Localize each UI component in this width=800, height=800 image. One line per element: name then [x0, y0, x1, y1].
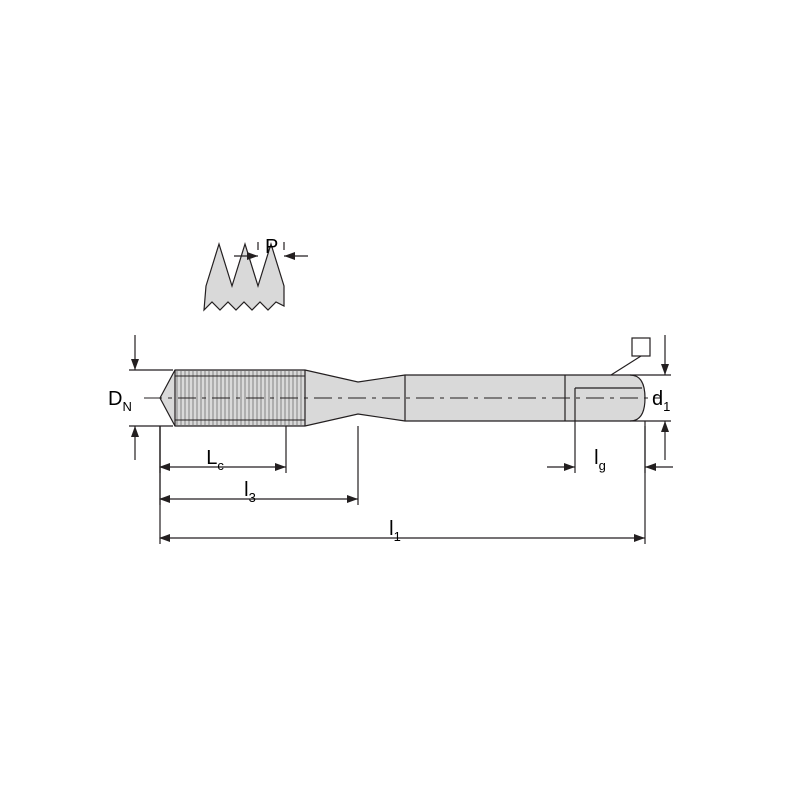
svg-text:d1: d1 [652, 388, 670, 414]
svg-text:l1: l1 [389, 518, 401, 544]
svg-text:lg: lg [594, 447, 606, 473]
svg-text:DN: DN [108, 388, 132, 414]
svg-text:l3: l3 [244, 479, 256, 505]
svg-text:P: P [265, 236, 278, 258]
square-drive-symbol [632, 338, 650, 356]
svg-text:Lc: Lc [206, 447, 224, 473]
